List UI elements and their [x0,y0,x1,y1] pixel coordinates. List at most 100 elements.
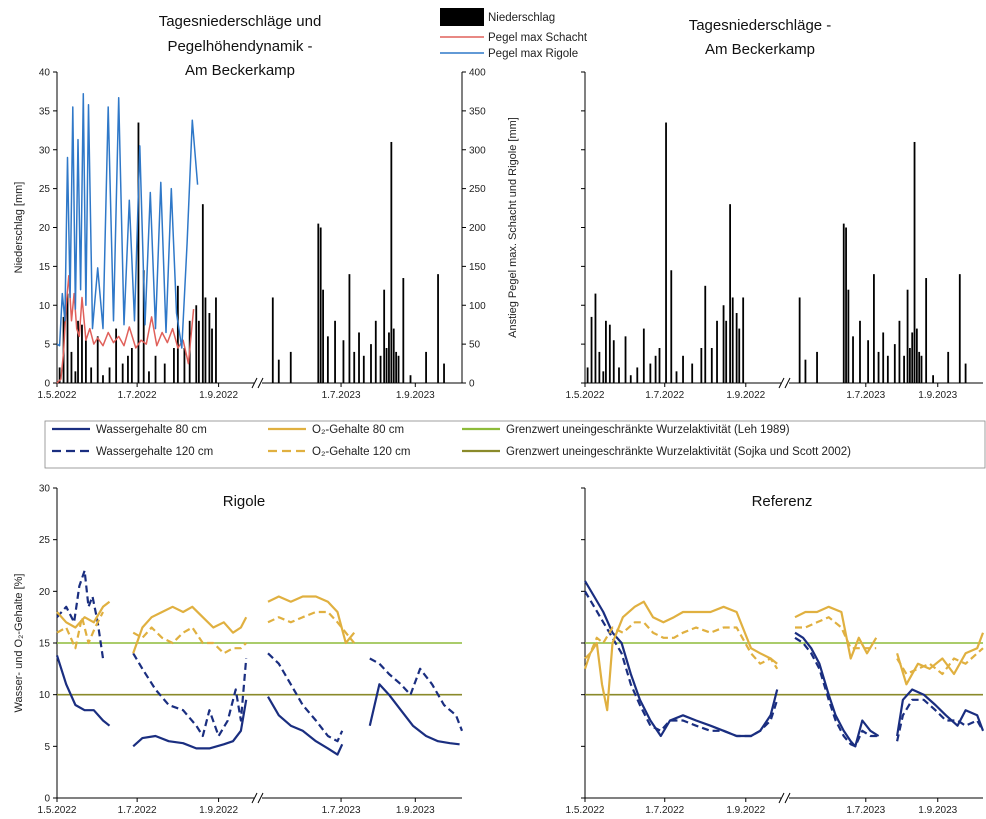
precip-bar [215,297,217,383]
y-tick-label: 15 [39,262,51,273]
series-line [584,580,779,738]
precip-bar [148,371,150,383]
precip-bar [598,351,601,383]
legend-label: Wassergehalte 120 cm [96,446,213,458]
x-tick-label: 1.9.2023 [918,805,957,816]
x-tick-label: 1.9.2023 [396,390,435,401]
series-line [267,610,356,644]
series-line [794,605,878,660]
precip-bar [586,367,589,383]
precip-bar [642,328,645,383]
y-axis-label: Wasser- und O₂-Gehalte [%] [13,574,25,713]
y-tick-label: 0 [44,794,50,805]
precip-bar [326,336,329,383]
precip-bar [903,355,905,383]
x-tick-label: 1.5.2022 [566,390,605,401]
x-tick-label: 1.5.2022 [38,805,77,816]
y-tick-label: 25 [39,184,51,195]
series-line [795,616,877,650]
precip-bar [920,355,923,383]
chart-title-line: Tagesniederschläge - [689,17,832,34]
series-line [896,698,984,742]
precip-bar [142,270,145,383]
precip-bar [201,204,204,383]
x-tick-label: 1.7.2022 [645,390,684,401]
y-tick-label: 5 [44,742,50,753]
precip-bar [649,363,652,383]
precip-bar [906,289,909,383]
series-line [132,626,247,655]
precip-bar [670,270,673,383]
precip-bar [893,344,896,383]
y-tick-label-right: 400 [469,68,486,79]
precip-bar [602,371,605,383]
precip-bar [289,351,292,383]
precip-bar [334,320,336,383]
precip-bar [322,289,324,383]
precip-bar [183,348,186,383]
legend-label: Pegel max Schacht [488,32,588,44]
axis-break-mark [778,377,785,389]
precip-bar [211,328,213,383]
precip-bar [716,320,718,383]
axis-break-mark [257,792,264,804]
series-line [583,600,778,712]
legend-label: Wassergehalte 80 cm [96,424,207,436]
precip-bar [204,297,207,383]
precip-bar [847,289,850,383]
series-line [132,605,248,654]
precip-bar [852,336,854,383]
series-line [267,696,344,756]
precip-bar [70,351,73,383]
y-tick-label: 15 [39,639,51,650]
precip-bar [85,340,87,383]
chart-title-line: Pegelhöhendynamik - [167,38,312,55]
series-line [794,636,879,748]
precip-bar [108,367,111,383]
precip-bar [925,278,928,383]
axis-break-mark [778,792,785,804]
precip-bar [691,363,694,383]
y-tick-label: 30 [39,484,51,495]
y-tick-label-right: 150 [469,262,486,273]
precip-bar [882,332,885,383]
precip-bar [590,316,593,383]
precip-bar [130,348,133,383]
precip-bar [629,375,632,383]
precip-bar [947,351,950,383]
y-tick-label: 20 [39,223,51,234]
precip-bar [624,336,627,383]
chart-title-line: Tagesniederschläge und [159,13,322,30]
precip-bar [390,141,393,383]
series-line [56,569,105,659]
y-axis-label-right: Anstieg Pegel max. Schacht und Rigole [m… [507,117,519,338]
precip-bar [370,344,372,383]
precip-bar [738,328,741,383]
precip-bar [137,122,140,383]
precip-bar [121,363,124,383]
precip-bar [388,332,390,383]
series-line [584,590,779,738]
precip-bar [425,351,427,383]
precip-bar [913,141,916,383]
series-line [896,688,985,737]
precip-bar [731,297,734,383]
legend-label: Grenzwert uneingeschränkte Wurzelaktivit… [506,424,790,436]
precip-bar [173,348,175,383]
precip-bar [90,367,93,383]
precip-bar [96,336,99,383]
chart-title-line: Am Beckerkamp [185,62,295,79]
precip-bar [700,348,703,383]
precip-bar [397,355,400,383]
series-line [267,652,344,743]
panel-title: Referenz [752,493,813,510]
x-tick-label: 1.9.2022 [199,805,238,816]
panel-title: Rigole [223,493,266,510]
precip-bar [654,355,657,383]
precip-bar [845,227,847,383]
precip-bar [362,355,365,383]
series-line [132,652,248,738]
chart-title-line: Am Beckerkamp [705,41,815,58]
precip-bar [197,320,200,383]
